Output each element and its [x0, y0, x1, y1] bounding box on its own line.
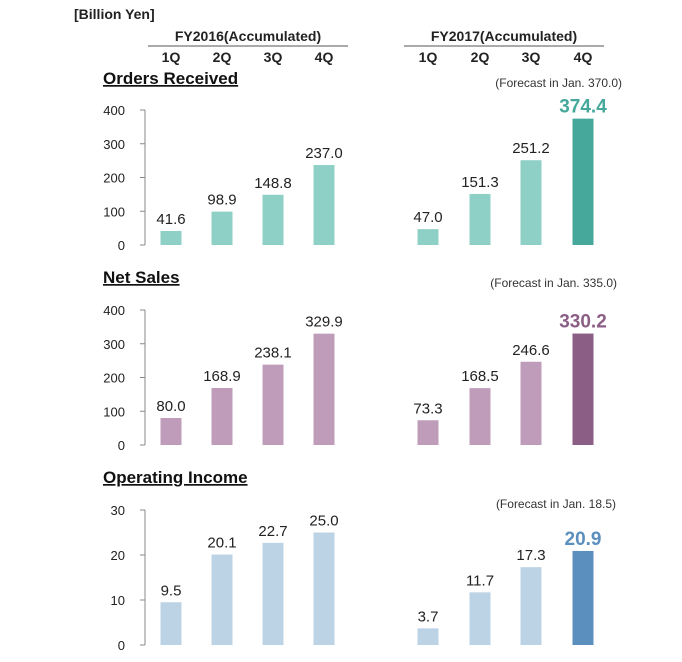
net-sales-bar [262, 364, 284, 445]
orders-received-y-tick-label: 0 [118, 238, 125, 253]
net-sales-value-label: 329.9 [305, 314, 343, 331]
operating-income-value-label: 11.7 [466, 572, 494, 589]
orders-received-value-label: 237.0 [305, 145, 343, 162]
net-sales-y-tick-label: 0 [118, 438, 125, 453]
net-sales-value-label: 168.5 [461, 368, 499, 385]
orders-received-bar [469, 193, 491, 245]
orders-received-y-tick-label: 300 [103, 137, 125, 152]
net-sales-panel: Net Sales (Forecast in Jan. 335.0) 0 100 2… [103, 268, 617, 453]
net-sales-value-label: 246.6 [512, 342, 550, 359]
orders-received-bar [160, 230, 182, 245]
fy2017-quarter-3q: 3Q [522, 49, 541, 65]
net-sales-highlight-value-label: 330.2 [559, 312, 607, 333]
orders-received-highlight-value-label: 374.4 [559, 97, 607, 118]
operating-income-bar [469, 592, 491, 645]
orders-received-bar [211, 211, 233, 245]
orders-received-value-label: 151.3 [461, 174, 499, 191]
orders-received-value-label: 98.9 [207, 192, 236, 209]
net-sales-bar [211, 387, 233, 445]
net-sales-title: Net Sales [103, 268, 180, 287]
net-sales-bar [417, 420, 439, 445]
operating-income-y-tick-label: 0 [118, 638, 125, 653]
net-sales-forecast-note: (Forecast in Jan. 335.0) [490, 276, 617, 290]
operating-income-bar [520, 567, 542, 645]
fy2017-header: FY2017(Accumulated) 1Q 2Q 3Q 4Q [404, 28, 604, 65]
orders-received-bar [313, 165, 335, 245]
orders-received-y-tick-label: 200 [103, 171, 125, 186]
operating-income-highlight-value-label: 20.9 [565, 529, 602, 550]
net-sales-y-tick-label: 300 [103, 337, 125, 352]
net-sales-bar [313, 333, 335, 445]
fy2017-quarter-4q: 4Q [574, 49, 593, 65]
orders-received-y-tick-label: 400 [103, 103, 125, 118]
orders-received-forecast-note: (Forecast in Jan. 370.0) [495, 76, 622, 90]
operating-income-bar [572, 550, 594, 645]
orders-received-value-label: 47.0 [413, 209, 442, 226]
fy2017-quarter-2q: 2Q [471, 49, 490, 65]
fy2016-quarter-2q: 2Q [213, 49, 232, 65]
operating-income-bar [313, 532, 335, 645]
orders-received-bar [520, 160, 542, 245]
fy2016-quarter-3q: 3Q [264, 49, 283, 65]
fy2016-quarter-1q: 1Q [162, 49, 181, 65]
operating-income-value-label: 17.3 [516, 547, 545, 564]
orders-received-value-label: 251.2 [512, 140, 550, 157]
net-sales-value-label: 73.3 [413, 400, 442, 417]
orders-received-value-label: 148.8 [254, 175, 292, 192]
net-sales-value-label: 80.0 [156, 398, 185, 415]
operating-income-value-label: 3.7 [418, 608, 439, 625]
orders-received-value-label: 41.6 [156, 211, 185, 228]
net-sales-bar [572, 333, 594, 445]
net-sales-bar [469, 388, 491, 445]
net-sales-bar [160, 418, 182, 445]
operating-income-value-label: 22.7 [258, 523, 287, 540]
fy2016-header: FY2016(Accumulated) 1Q 2Q 3Q 4Q [148, 28, 348, 65]
net-sales-bar [520, 361, 542, 445]
operating-income-forecast-note: (Forecast in Jan. 18.5) [496, 497, 616, 511]
operating-income-value-label: 25.0 [309, 513, 338, 530]
orders-received-panel: Orders Received (Forecast in Jan. 370.0)… [103, 69, 622, 253]
operating-income-title: Operating Income [103, 468, 248, 487]
operating-income-value-label: 20.1 [207, 535, 236, 552]
net-sales-y-tick-label: 200 [103, 371, 125, 386]
operating-income-bar [211, 554, 233, 645]
net-sales-y-tick-label: 400 [103, 303, 125, 318]
fy2017-label: FY2017(Accumulated) [431, 28, 577, 44]
unit-label: [Billion Yen] [74, 6, 155, 22]
operating-income-bar [262, 542, 284, 645]
net-sales-y-tick-label: 100 [103, 404, 125, 419]
operating-income-y-tick-label: 30 [111, 503, 125, 518]
operating-income-y-tick-label: 20 [111, 548, 125, 563]
fy2016-quarter-4q: 4Q [315, 49, 334, 65]
fy2016-label: FY2016(Accumulated) [175, 28, 321, 44]
orders-received-title: Orders Received [103, 69, 238, 88]
orders-received-bar [572, 118, 594, 245]
orders-received-y-tick-label: 100 [103, 204, 125, 219]
orders-received-bar [417, 229, 439, 245]
operating-income-y-tick-label: 10 [111, 593, 125, 608]
net-sales-value-label: 168.9 [203, 368, 241, 385]
orders-received-bar [262, 194, 284, 245]
operating-income-panel: Operating Income (Forecast in Jan. 18.5)… [103, 468, 616, 653]
operating-income-bar [417, 628, 439, 645]
fy2017-quarter-1q: 1Q [419, 49, 438, 65]
net-sales-value-label: 238.1 [254, 345, 292, 362]
operating-income-bar [160, 602, 182, 645]
operating-income-value-label: 9.5 [161, 582, 182, 599]
